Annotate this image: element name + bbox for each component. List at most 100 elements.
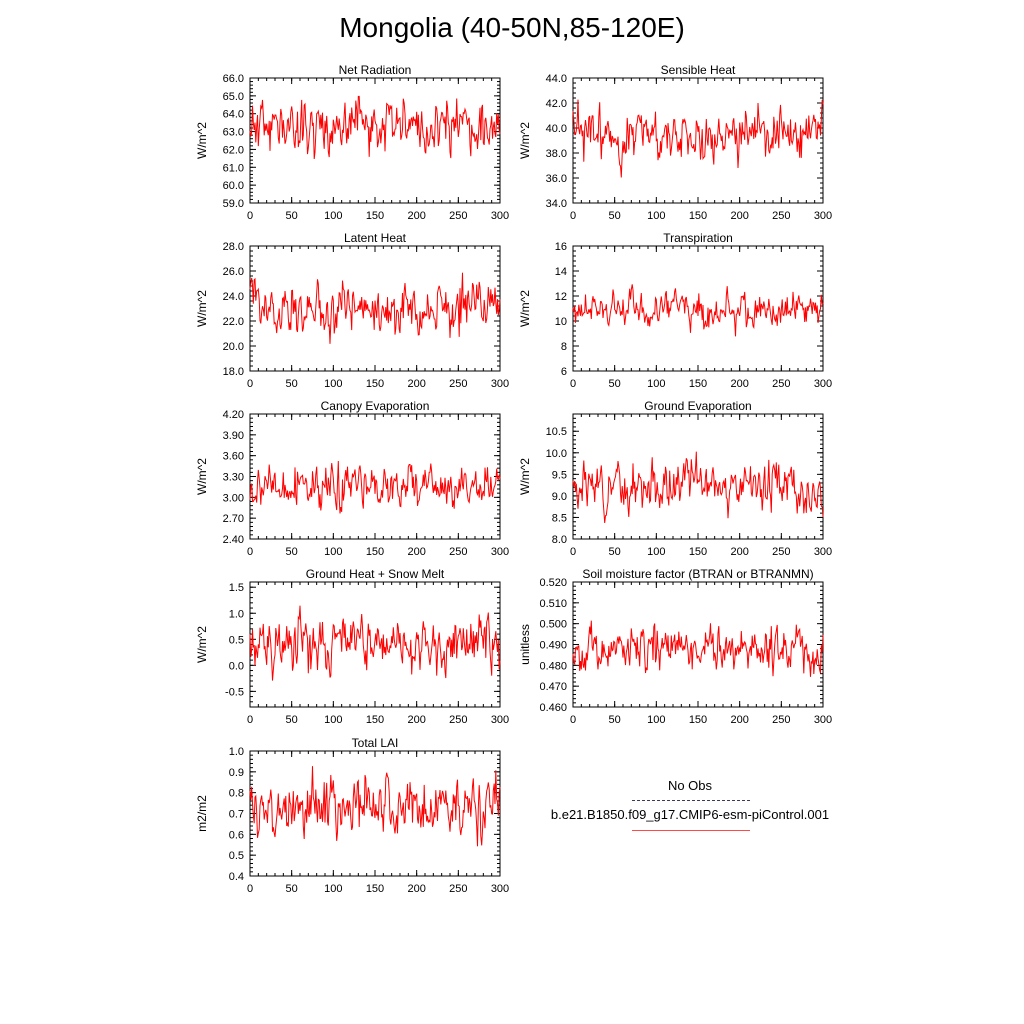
y-tick-label: 60.0 — [223, 180, 244, 192]
y-tick-label: 0.5 — [229, 634, 244, 646]
y-tick-label: 12 — [555, 291, 567, 303]
x-tick-label: 300 — [814, 714, 832, 726]
y-tick-label: 0.5 — [229, 850, 244, 862]
x-tick-label: 200 — [730, 378, 748, 390]
y-tick-label: 66.0 — [223, 73, 244, 85]
y-tick-label: 38.0 — [546, 148, 567, 160]
x-tick-label: 100 — [324, 210, 342, 222]
x-tick-label: 0 — [570, 210, 576, 222]
x-tick-label: 0 — [570, 378, 576, 390]
panel-4: Transpiration W/m^2 0 50 100 150 200 250 300 6 8 10… — [518, 231, 832, 390]
x-tick-label: 150 — [366, 883, 384, 895]
series-line — [249, 766, 501, 847]
x-tick-label: 50 — [286, 546, 298, 558]
y-tick-label: 3.60 — [223, 451, 244, 463]
panel-3: Latent Heat W/m^2 0 50 100 150 200 250 300 18.0 20… — [195, 231, 509, 390]
x-tick-label: 100 — [647, 378, 665, 390]
y-tick-label: 62.0 — [223, 144, 244, 156]
y-tick-label: 65.0 — [223, 91, 244, 103]
panel-5: Canopy Evaporation W/m^2 0 50 100 150 200 250 30… — [195, 399, 509, 558]
y-tick-label: 3.30 — [223, 472, 244, 484]
y-axis-label: W/m^2 — [518, 458, 532, 495]
x-tick-label: 150 — [366, 714, 384, 726]
y-tick-label: 6 — [561, 366, 567, 378]
x-tick-label: 50 — [286, 883, 298, 895]
panel-title: Net Radiation — [339, 63, 412, 77]
x-tick-label: 100 — [647, 210, 665, 222]
x-tick-label: 100 — [324, 883, 342, 895]
y-tick-label: 0.460 — [539, 702, 567, 714]
x-tick-label: 50 — [609, 378, 621, 390]
x-tick-label: 150 — [689, 546, 707, 558]
x-tick-label: 100 — [324, 714, 342, 726]
panel-title: Total LAI — [352, 736, 399, 750]
x-tick-label: 100 — [647, 546, 665, 558]
x-tick-label: 0 — [247, 210, 253, 222]
x-tick-label: 50 — [609, 714, 621, 726]
x-tick-label: 300 — [491, 546, 509, 558]
y-tick-label: 9.0 — [552, 491, 567, 503]
x-tick-label: 0 — [570, 714, 576, 726]
x-tick-label: 300 — [814, 546, 832, 558]
y-tick-label: 2.70 — [223, 513, 244, 525]
y-tick-label: 1.0 — [229, 608, 244, 620]
x-tick-label: 0 — [247, 546, 253, 558]
y-tick-label: 42.0 — [546, 98, 567, 110]
x-tick-label: 0 — [247, 883, 253, 895]
legend-obs-label: No Obs — [667, 778, 713, 793]
x-tick-label: 50 — [609, 210, 621, 222]
x-tick-label: 200 — [407, 378, 425, 390]
panel-6: Ground Evaporation W/m^2 0 50 100 150 200 250 30… — [518, 399, 832, 558]
y-tick-label: 10.5 — [546, 426, 567, 438]
page-title: Mongolia (40-50N,85-120E) — [339, 12, 685, 43]
x-tick-label: 300 — [814, 210, 832, 222]
x-tick-label: 150 — [366, 546, 384, 558]
y-tick-label: 8.5 — [552, 512, 567, 524]
y-tick-label: 22.0 — [223, 316, 244, 328]
x-tick-label: 0 — [247, 378, 253, 390]
x-tick-label: 250 — [449, 714, 467, 726]
y-tick-label: 64.0 — [223, 109, 244, 121]
y-tick-label: 63.0 — [223, 127, 244, 139]
y-tick-label: 40.0 — [546, 123, 567, 135]
x-tick-label: 250 — [772, 210, 790, 222]
y-axis-label: W/m^2 — [518, 122, 532, 159]
x-tick-label: 250 — [449, 546, 467, 558]
y-tick-label: 0.490 — [539, 640, 567, 652]
y-tick-label: 44.0 — [546, 73, 567, 85]
x-tick-label: 200 — [407, 210, 425, 222]
x-tick-label: 300 — [491, 210, 509, 222]
panel-title: Soil moisture factor (BTRAN or BTRANMN) — [582, 567, 813, 581]
y-tick-label: 59.0 — [223, 198, 244, 210]
x-tick-label: 200 — [407, 714, 425, 726]
legend-model-label: b.e21.B1850.f09_g17.CMIP6-esm-piControl.… — [550, 807, 830, 822]
series-line — [572, 620, 824, 677]
panel-title: Latent Heat — [344, 231, 407, 245]
x-tick-label: 100 — [647, 714, 665, 726]
y-tick-label: 9.5 — [552, 469, 567, 481]
x-tick-label: 150 — [689, 210, 707, 222]
panel-1: Net Radiation W/m^2 0 50 100 150 200 250 300 59.0… — [195, 63, 509, 222]
y-axis-label: unitless — [518, 624, 532, 665]
series-line — [572, 284, 824, 337]
y-tick-label: 8 — [561, 341, 567, 353]
x-tick-label: 200 — [730, 210, 748, 222]
y-axis-label: W/m^2 — [195, 626, 209, 663]
x-tick-label: 300 — [491, 714, 509, 726]
panel-8: Soil moisture factor (BTRAN or BTRANMN) u… — [518, 567, 832, 726]
panel-2: Sensible Heat W/m^2 0 50 100 150 200 250 300 34.0… — [518, 63, 832, 222]
x-tick-label: 300 — [814, 378, 832, 390]
y-tick-label: 4.20 — [223, 409, 244, 421]
x-tick-label: 100 — [324, 546, 342, 558]
x-tick-label: 150 — [366, 210, 384, 222]
y-axis-label: W/m^2 — [195, 290, 209, 327]
plot-frame — [249, 77, 501, 204]
x-tick-label: 250 — [449, 378, 467, 390]
x-tick-label: 300 — [491, 378, 509, 390]
x-tick-label: 50 — [286, 378, 298, 390]
y-tick-label: 61.0 — [223, 162, 244, 174]
y-tick-label: 0.6 — [229, 829, 244, 841]
x-tick-label: 0 — [570, 546, 576, 558]
y-tick-label: 0.8 — [229, 788, 244, 800]
